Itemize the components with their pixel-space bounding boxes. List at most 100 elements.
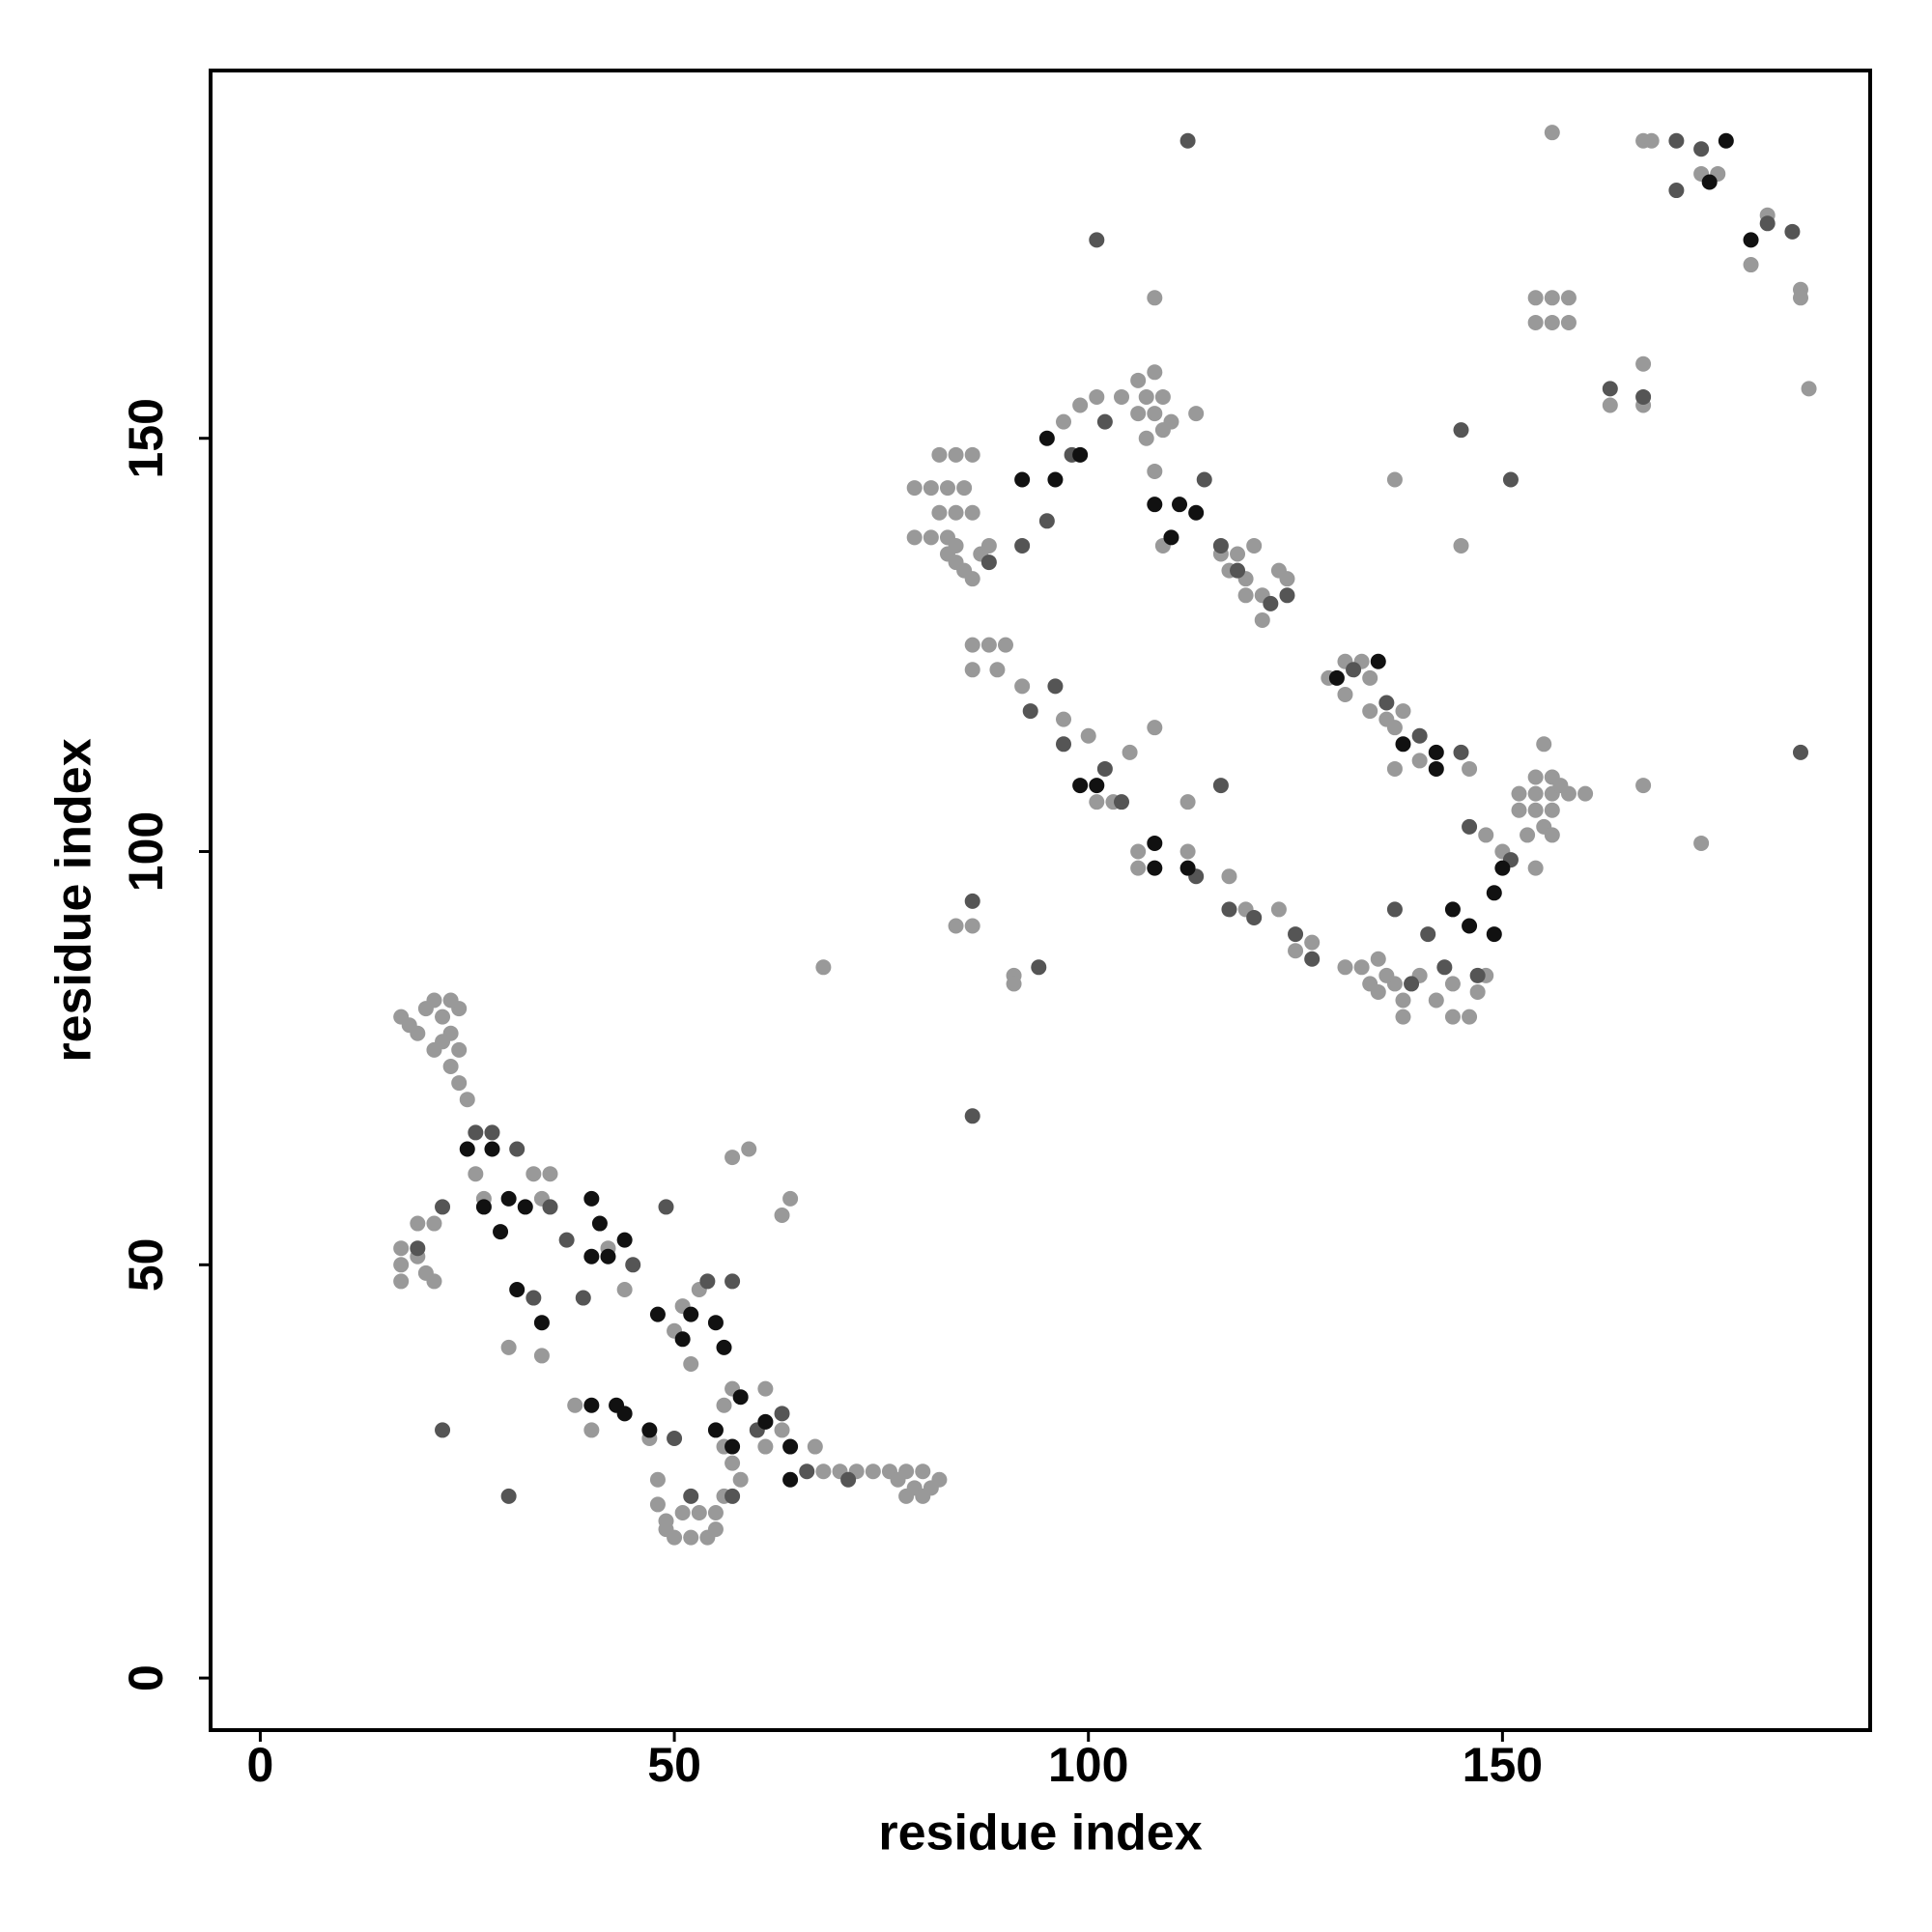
point <box>468 1124 484 1141</box>
point <box>732 1389 749 1406</box>
point <box>410 1240 426 1257</box>
point <box>1544 802 1560 818</box>
point <box>923 480 939 497</box>
point <box>1362 669 1378 686</box>
point <box>1212 778 1229 794</box>
point <box>1444 1009 1461 1025</box>
point <box>931 504 948 521</box>
point <box>757 1380 774 1397</box>
plot-frame <box>209 69 1872 1732</box>
point <box>517 1199 533 1215</box>
point <box>1370 951 1386 967</box>
point <box>1395 703 1411 720</box>
point <box>1337 686 1353 702</box>
point <box>1602 381 1618 397</box>
point <box>1179 794 1196 810</box>
point <box>683 1529 699 1546</box>
point <box>1511 802 1527 818</box>
point <box>1527 785 1544 802</box>
point <box>442 992 459 1009</box>
point <box>774 1207 790 1223</box>
point <box>1163 529 1179 546</box>
point <box>707 1315 724 1331</box>
point <box>1478 827 1494 843</box>
point <box>707 1504 724 1520</box>
point <box>426 1041 442 1058</box>
point <box>799 1463 815 1480</box>
point <box>1602 397 1618 413</box>
point <box>1014 678 1031 695</box>
point <box>1346 662 1362 678</box>
point <box>724 1488 741 1504</box>
point <box>674 1504 691 1520</box>
y-tick-label: 0 <box>119 1664 173 1691</box>
point <box>1263 595 1279 611</box>
point <box>459 1141 475 1157</box>
point <box>1462 760 1478 777</box>
point <box>1643 132 1660 149</box>
point <box>509 1141 526 1157</box>
point <box>526 1166 542 1182</box>
point <box>1089 388 1105 405</box>
point <box>980 554 997 571</box>
point <box>1096 413 1113 430</box>
point <box>1635 778 1652 794</box>
point <box>1014 537 1031 554</box>
point <box>649 1306 666 1322</box>
point <box>683 1488 699 1504</box>
point <box>410 1215 426 1232</box>
point <box>782 1438 799 1455</box>
point <box>906 480 923 497</box>
point <box>658 1199 674 1215</box>
point <box>649 1471 666 1488</box>
point <box>1552 778 1569 794</box>
point <box>1527 290 1544 306</box>
point <box>1089 794 1105 810</box>
point <box>426 1273 442 1290</box>
point <box>1147 463 1163 479</box>
point <box>1022 703 1038 720</box>
point <box>1188 406 1205 422</box>
point <box>1212 537 1229 554</box>
point <box>1114 794 1130 810</box>
point <box>1056 711 1072 727</box>
point <box>500 1190 517 1207</box>
point <box>964 637 980 653</box>
point <box>1428 744 1444 760</box>
point <box>451 1075 468 1092</box>
point <box>774 1406 790 1422</box>
point <box>724 1150 741 1166</box>
point <box>948 918 964 934</box>
x-axis-title: residue index <box>878 1805 1202 1861</box>
point <box>782 1471 799 1488</box>
point <box>1527 802 1544 818</box>
point <box>980 537 997 554</box>
point <box>616 1232 633 1248</box>
point <box>1154 388 1171 405</box>
point <box>865 1463 881 1480</box>
point <box>1701 174 1718 190</box>
point <box>1370 983 1386 1000</box>
point <box>468 1166 484 1182</box>
point <box>1147 290 1163 306</box>
point <box>583 1422 600 1438</box>
point <box>1395 992 1411 1009</box>
point <box>1089 232 1105 248</box>
point <box>1246 537 1263 554</box>
point <box>1801 381 1817 397</box>
point <box>1462 1009 1478 1025</box>
point <box>757 1438 774 1455</box>
point <box>1230 562 1246 579</box>
point <box>1462 918 1478 934</box>
point <box>542 1166 558 1182</box>
point <box>616 1281 633 1297</box>
point <box>724 1273 741 1290</box>
point <box>1743 257 1759 273</box>
point <box>1386 720 1403 736</box>
point <box>1130 860 1147 876</box>
point <box>435 1422 451 1438</box>
point <box>484 1141 500 1157</box>
point <box>1693 141 1710 157</box>
